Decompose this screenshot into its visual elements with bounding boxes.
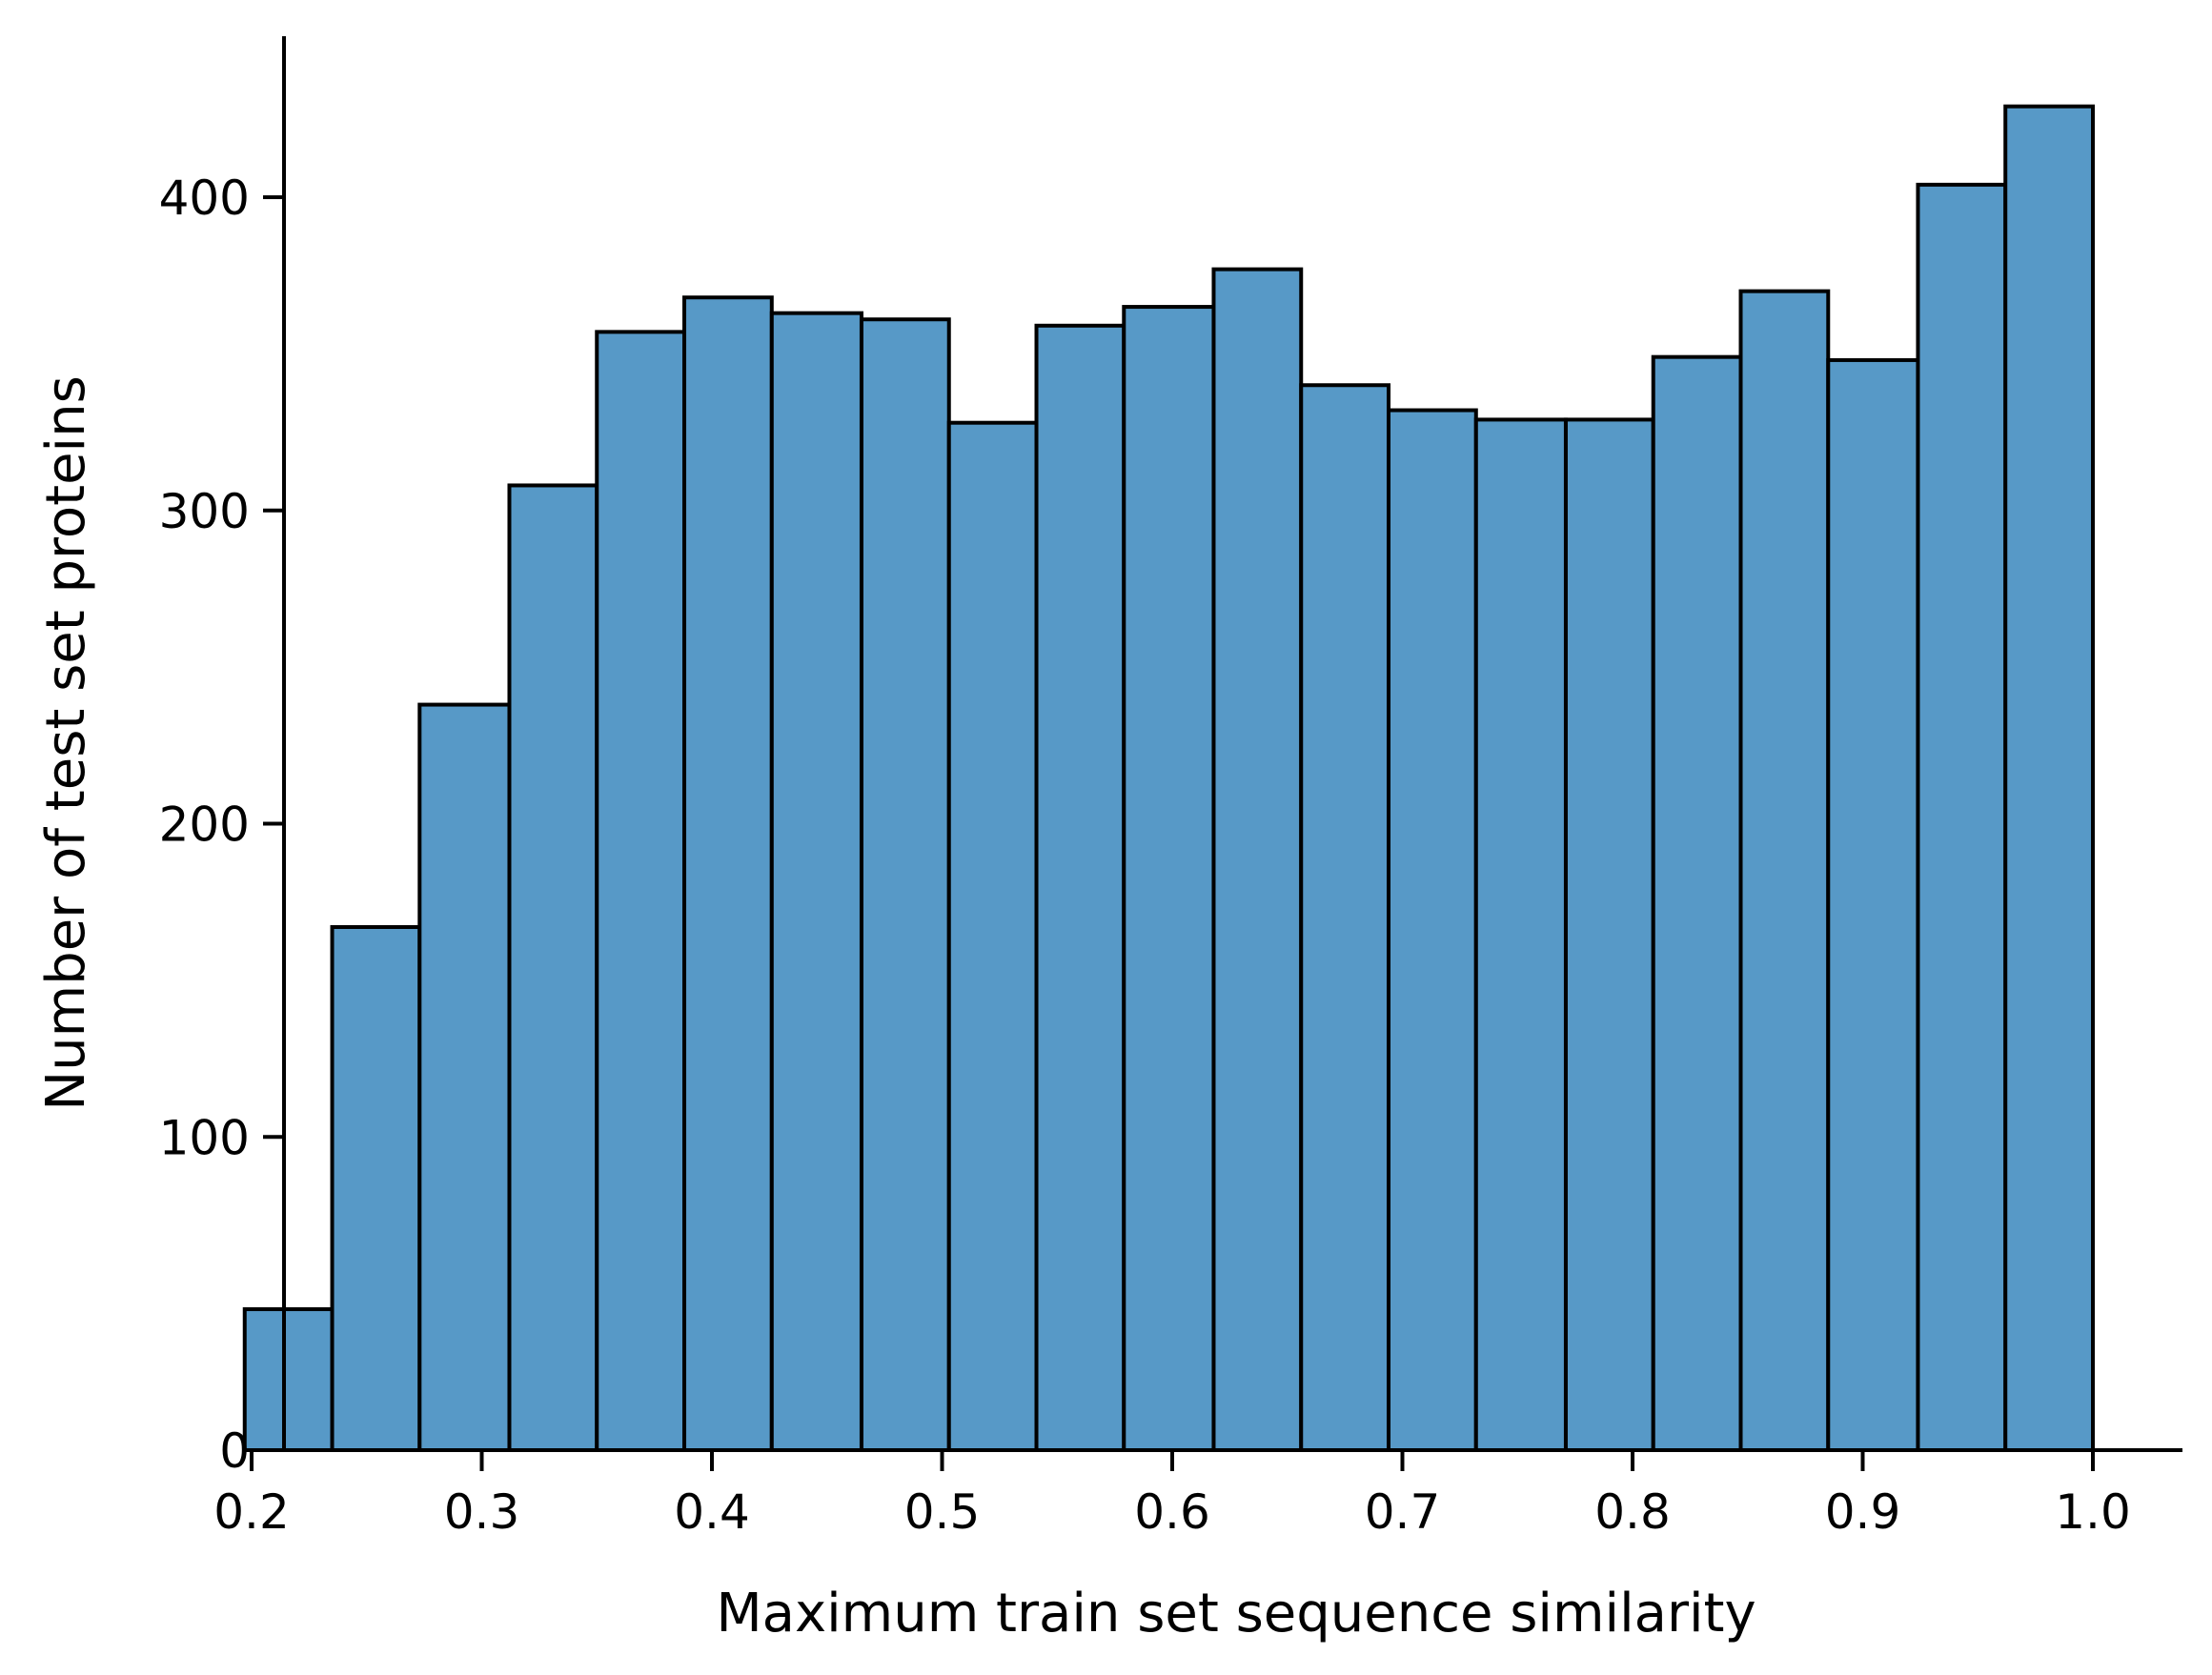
x-tick-label: 0.4 xyxy=(674,1484,750,1540)
histogram-bar xyxy=(1387,408,1478,1452)
y-tick-label: 0 xyxy=(219,1423,250,1479)
x-axis: 0.2 0.3 0.4 0.5 0.6 0.7 0.8 0.9 1.0 xyxy=(213,1448,2182,1540)
y-tick-label: 300 xyxy=(159,484,250,539)
x-tick-label: 0.5 xyxy=(904,1484,981,1540)
x-tick-label: 0.3 xyxy=(444,1484,520,1540)
histogram-bar xyxy=(859,317,951,1452)
y-tick-label: 400 xyxy=(159,171,250,226)
y-tick-label: 100 xyxy=(159,1110,250,1165)
histogram-bar xyxy=(1034,323,1126,1453)
histogram-bar xyxy=(2003,104,2095,1453)
histogram-bar xyxy=(682,295,774,1453)
histogram-bar xyxy=(417,702,512,1452)
histogram-bar xyxy=(330,924,422,1452)
histogram-bar xyxy=(1651,354,1743,1453)
histogram-bar xyxy=(1563,417,1655,1453)
histogram-bar xyxy=(595,330,687,1452)
y-axis: 0 100 200 300 400 xyxy=(159,36,286,1479)
histogram-bar xyxy=(946,420,1039,1453)
histogram-bar xyxy=(1473,417,1568,1453)
histogram-bar xyxy=(1122,305,1216,1452)
histogram-bar xyxy=(1211,267,1304,1452)
x-tick-label: 0.2 xyxy=(213,1484,290,1540)
x-tick-label: 0.8 xyxy=(1594,1484,1671,1540)
x-tick-label: 0.6 xyxy=(1134,1484,1210,1540)
histogram-bar xyxy=(1299,383,1391,1452)
x-tick-label: 0.9 xyxy=(1825,1484,1901,1540)
histogram-bar xyxy=(507,483,599,1452)
histogram-bar xyxy=(769,311,863,1453)
x-axis-label: Maximum train set sequence similarity xyxy=(716,1583,1755,1645)
y-tick-label: 200 xyxy=(159,797,250,853)
bars-group xyxy=(242,104,2095,1453)
histogram-bar xyxy=(1738,289,1831,1452)
x-tick-label: 0.7 xyxy=(1365,1484,1441,1540)
histogram-bar xyxy=(242,1307,335,1452)
histogram-bar xyxy=(1826,357,1920,1453)
histogram-bar xyxy=(1916,182,2008,1453)
x-tick-label: 1.0 xyxy=(2055,1484,2131,1540)
y-axis-label: Number of test set proteins xyxy=(35,375,97,1111)
